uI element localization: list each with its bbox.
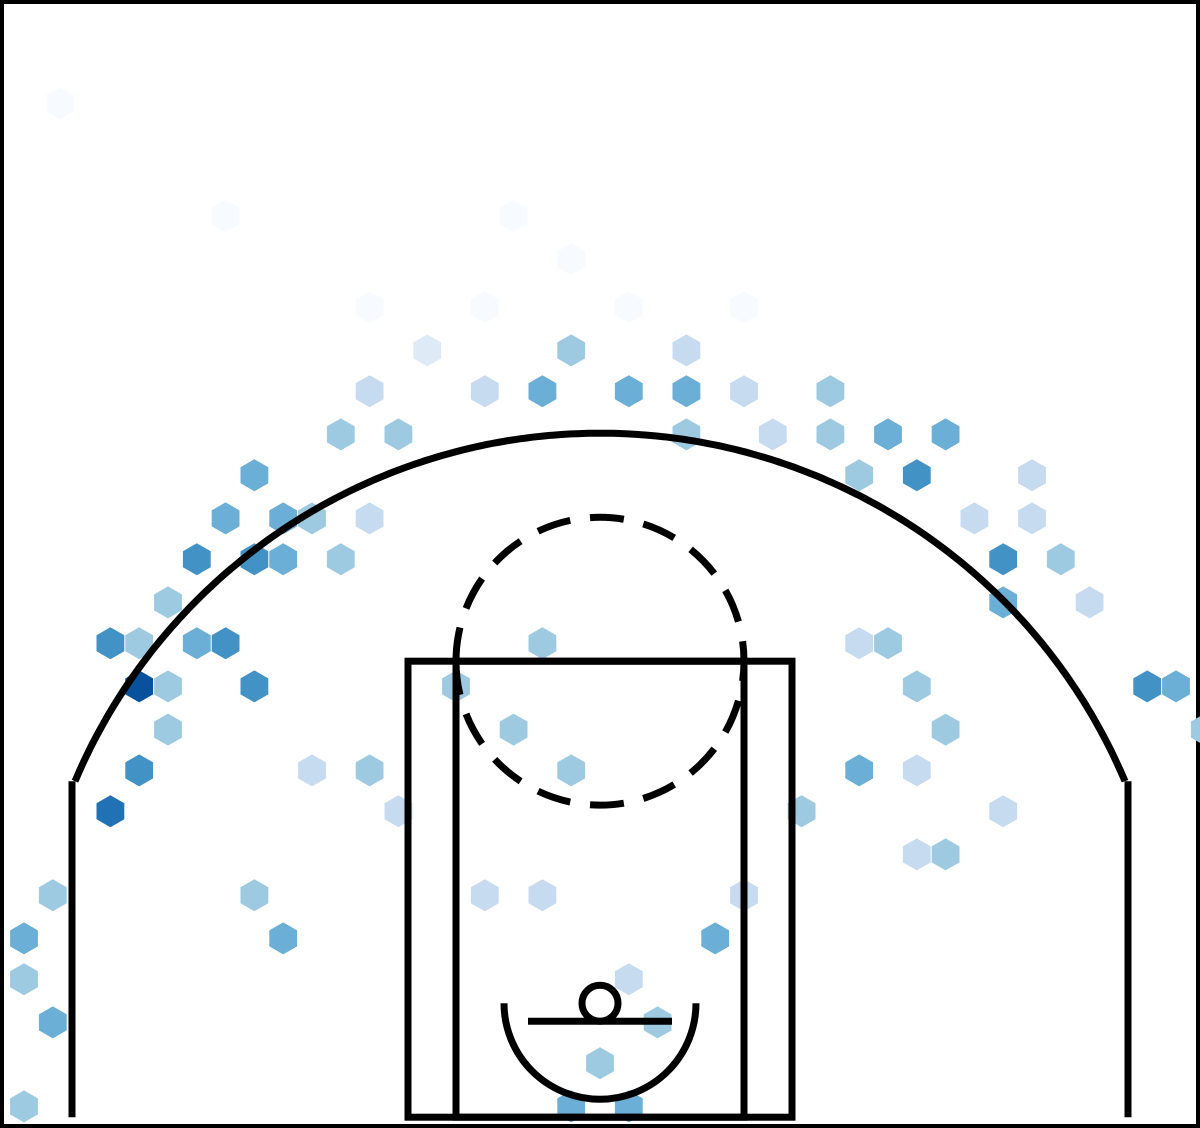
hexbin-cell: [355, 502, 384, 535]
hexbin-cell: [10, 963, 38, 996]
hexbin-cell: [902, 838, 931, 871]
hexbin-layer: [10, 87, 1200, 1123]
hexbin-cell: [1046, 543, 1075, 576]
hexbin-cell: [298, 754, 326, 787]
hexbin-cell: [182, 543, 211, 576]
hexbin-cell: [902, 459, 931, 492]
hexbin-cell: [384, 418, 413, 451]
hexbin-cell: [269, 543, 298, 576]
hexbin-cell: [211, 502, 240, 535]
hexbin-cell: [874, 627, 902, 660]
hexbin-cell: [614, 375, 643, 408]
hexbin-cell: [586, 1047, 614, 1080]
hexbin-cell: [528, 627, 557, 660]
hexbin-cell: [902, 754, 931, 787]
hexbin-cell: [614, 963, 643, 996]
hexbin-cell: [10, 922, 38, 955]
hexbin-cell: [470, 291, 499, 324]
hexbin-cell: [730, 375, 758, 408]
hexbin-cell: [154, 713, 182, 746]
hexbin-cell: [125, 627, 154, 660]
hoop: [578, 981, 622, 1025]
hexbin-cell: [989, 543, 1018, 576]
hexbin-cell: [1075, 586, 1104, 619]
hexbin-cell: [269, 922, 298, 955]
hexbin-cell: [557, 334, 586, 367]
hexbin-cell: [96, 795, 125, 828]
hexbin-cell: [845, 627, 874, 660]
hexbin-cell: [154, 586, 182, 619]
hexbin-cell: [1018, 502, 1046, 535]
hexbin-cell: [528, 879, 557, 912]
hexbin-cell: [182, 627, 211, 660]
hexbin-cell: [326, 543, 355, 576]
hexbin-cell: [931, 838, 960, 871]
hexbin-cell: [730, 291, 758, 324]
court-lines: [68, 429, 1132, 1121]
hexbin-cell: [1190, 716, 1200, 743]
hexbin-cell: [557, 754, 586, 787]
hexbin-cell: [211, 200, 240, 232]
hexbin-cell: [211, 627, 240, 660]
hexbin-cell: [672, 334, 701, 367]
hexbin-cell: [960, 502, 989, 535]
hexbin-cell: [845, 754, 874, 787]
hexbin-cell: [1162, 670, 1190, 703]
three-point-arc: [71, 429, 1129, 783]
free-throw-circle-bottom: [452, 661, 748, 809]
hexbin-cell: [355, 291, 384, 324]
hexbin-cell: [240, 670, 269, 703]
hexbin-cell: [326, 418, 355, 451]
hexbin-cell: [38, 1006, 67, 1039]
hexbin-cell: [672, 375, 701, 408]
hexbin-cell: [701, 922, 730, 955]
hexbin-cell: [989, 795, 1018, 828]
hexbin-cell: [240, 879, 269, 912]
hexbin-cell: [614, 291, 643, 324]
hexbin-cell: [499, 713, 528, 746]
hexbin-cell: [10, 1090, 38, 1123]
hexbin-cell: [46, 87, 74, 120]
free-throw-circle-top: [452, 513, 748, 662]
hexbin-cell: [154, 670, 182, 703]
hexbin-cell: [758, 418, 787, 451]
hexbin-cell: [355, 375, 384, 408]
hexbin-cell: [240, 459, 269, 492]
hexbin-cell: [845, 459, 874, 492]
hexbin-cell: [470, 375, 499, 408]
hexbin-cell: [413, 334, 442, 367]
hexbin-cell: [816, 375, 845, 408]
hexbin-cell: [96, 627, 125, 660]
hexbin-cell: [1018, 459, 1046, 492]
hexbin-cell: [1133, 670, 1162, 703]
hexbin-cell: [355, 754, 384, 787]
hexbin-cell: [816, 418, 845, 451]
hexbin-cell: [931, 713, 960, 746]
hexbin-cell: [874, 418, 902, 451]
hexbin-cell: [931, 418, 960, 451]
hexbin-cell: [557, 243, 586, 276]
restricted-area-arc: [500, 1003, 700, 1103]
hexbin-cell: [902, 670, 931, 703]
hexbin-cell: [125, 754, 154, 787]
hexbin-cell: [499, 200, 528, 232]
hexbin-cell: [470, 879, 499, 912]
hexbin-cell: [38, 879, 67, 912]
hexbin-cell: [528, 375, 557, 408]
inner-paint: [452, 657, 748, 1121]
